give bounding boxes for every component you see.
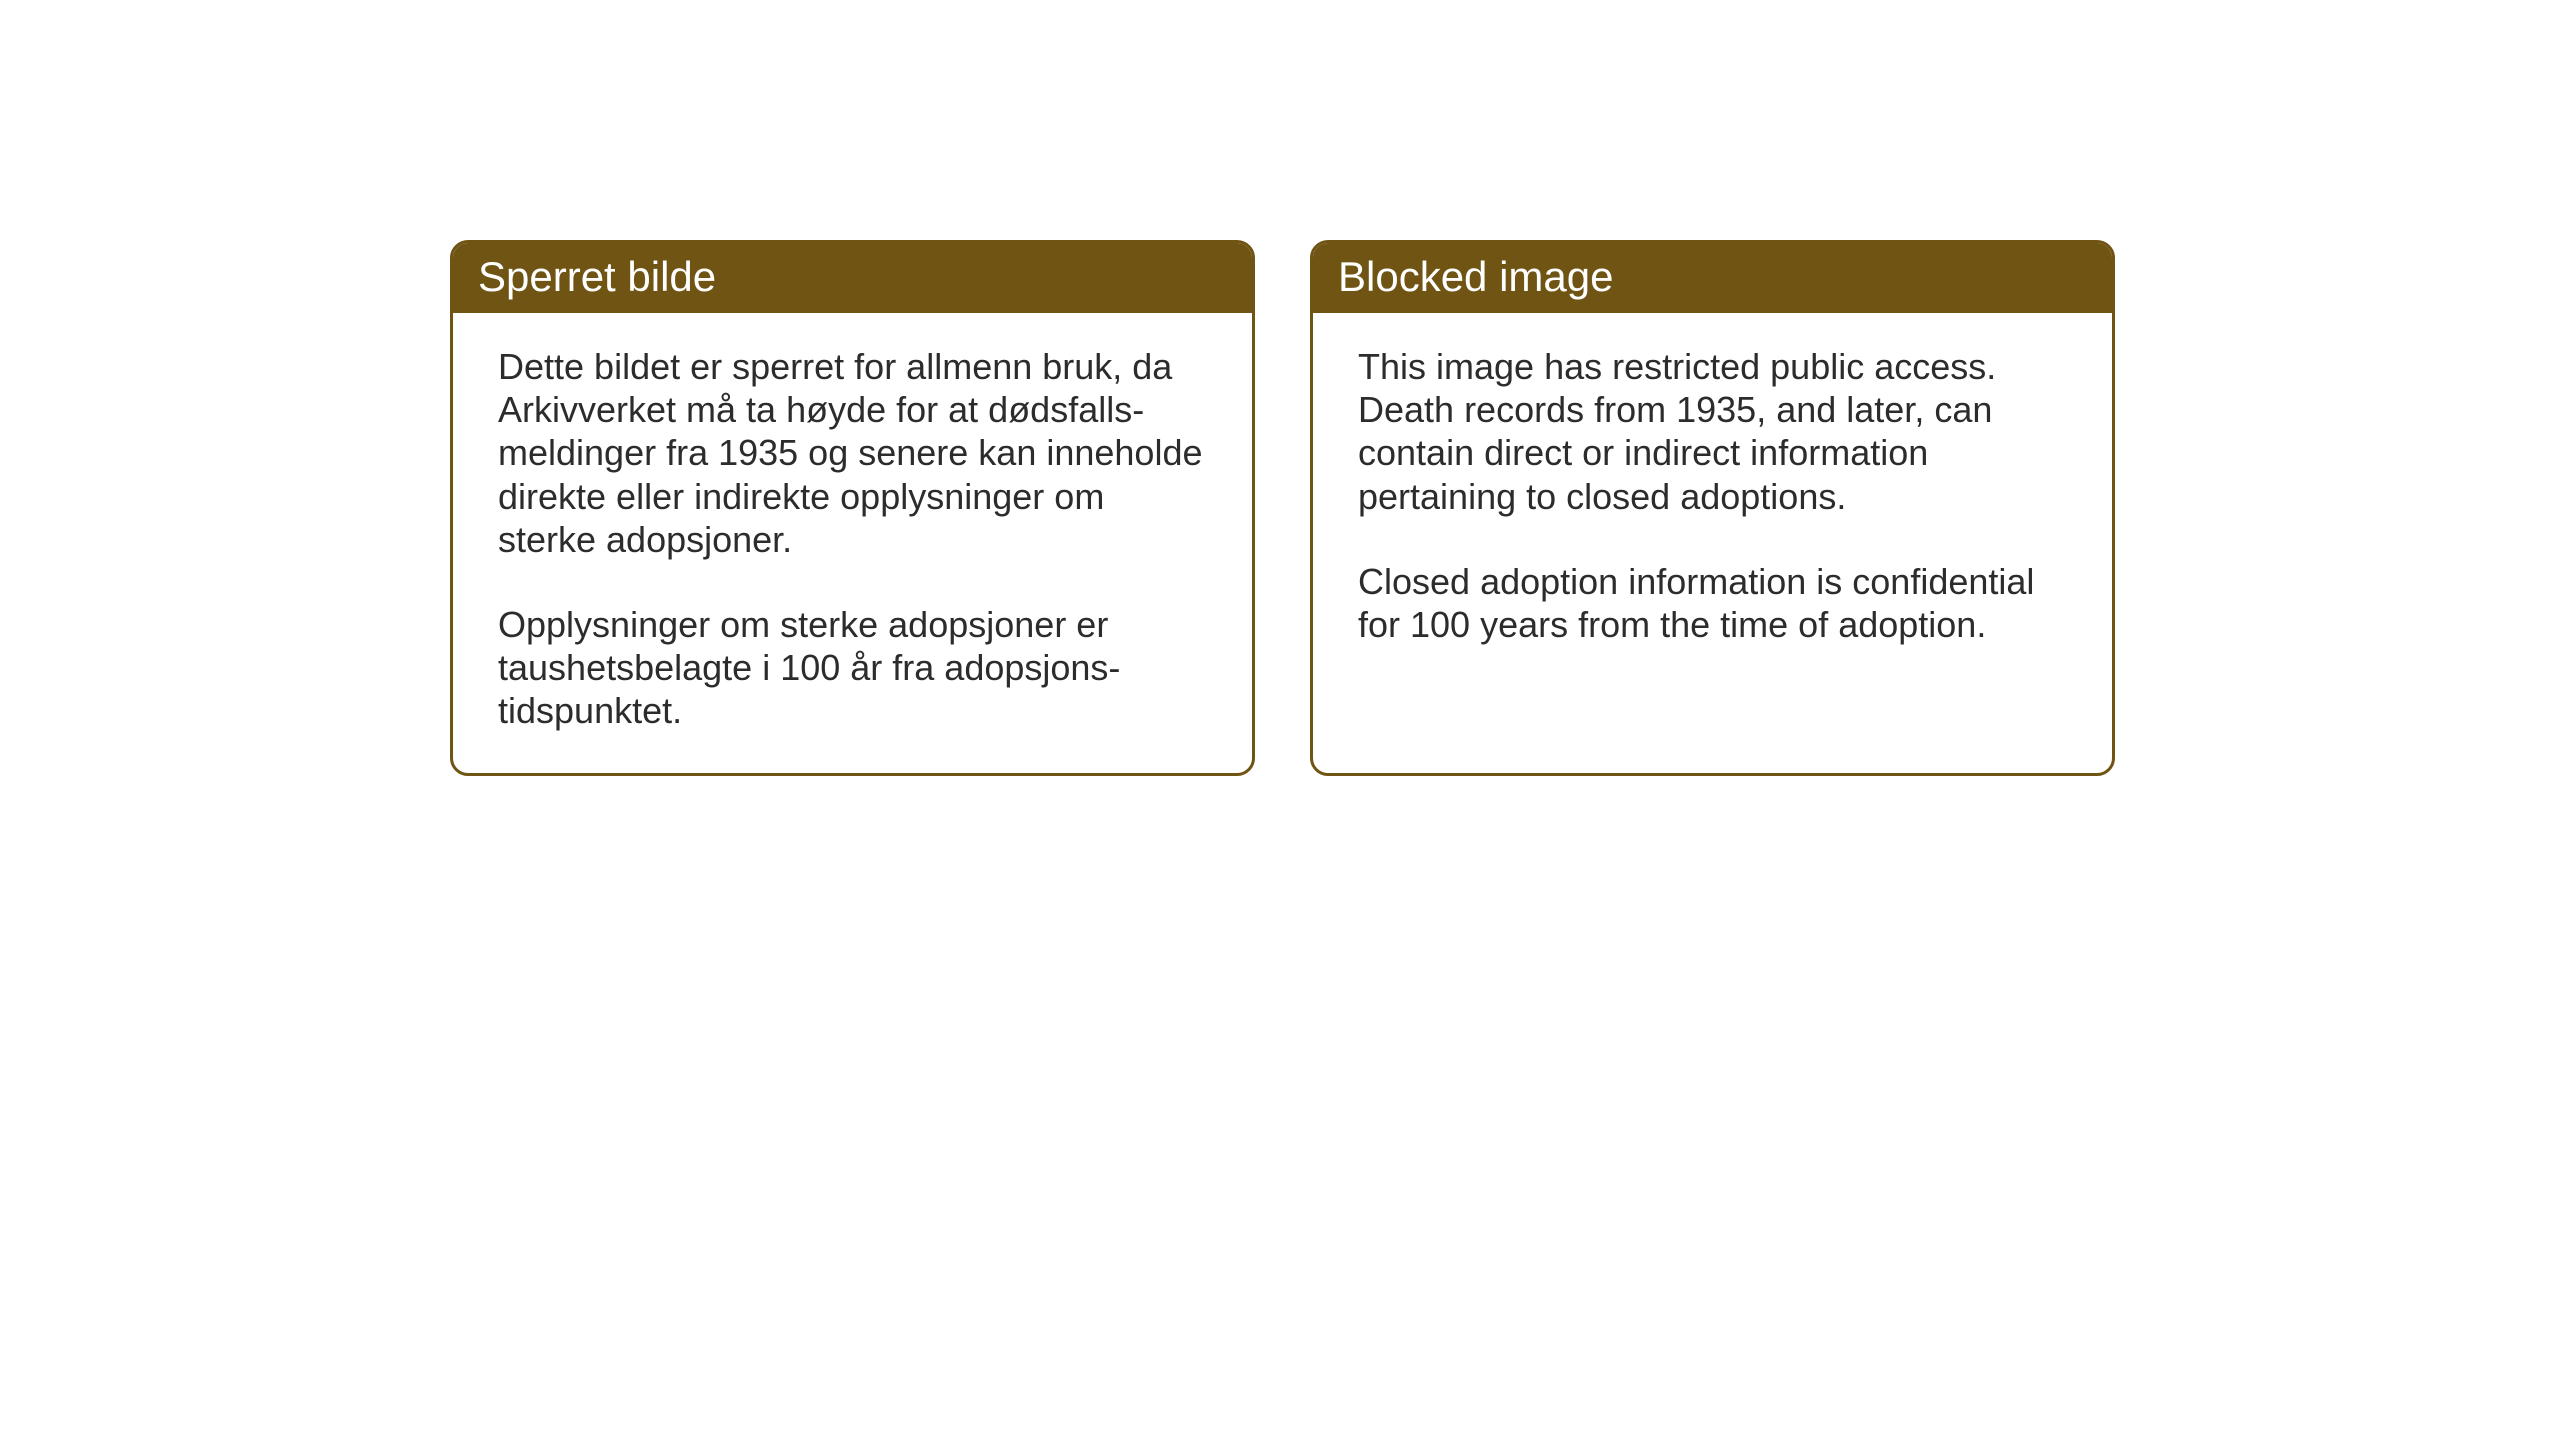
english-paragraph-2: Closed adoption information is confident… xyxy=(1358,560,2067,646)
norwegian-card-title: Sperret bilde xyxy=(453,243,1252,313)
english-paragraph-1: This image has restricted public access.… xyxy=(1358,345,2067,518)
english-card-body: This image has restricted public access.… xyxy=(1313,313,2112,733)
english-card-title: Blocked image xyxy=(1313,243,2112,313)
english-notice-card: Blocked image This image has restricted … xyxy=(1310,240,2115,776)
norwegian-paragraph-1: Dette bildet er sperret for allmenn bruk… xyxy=(498,345,1207,561)
notice-container: Sperret bilde Dette bildet er sperret fo… xyxy=(450,240,2115,776)
norwegian-paragraph-2: Opplysninger om sterke adopsjoner er tau… xyxy=(498,603,1207,733)
norwegian-card-body: Dette bildet er sperret for allmenn bruk… xyxy=(453,313,1252,773)
norwegian-notice-card: Sperret bilde Dette bildet er sperret fo… xyxy=(450,240,1255,776)
